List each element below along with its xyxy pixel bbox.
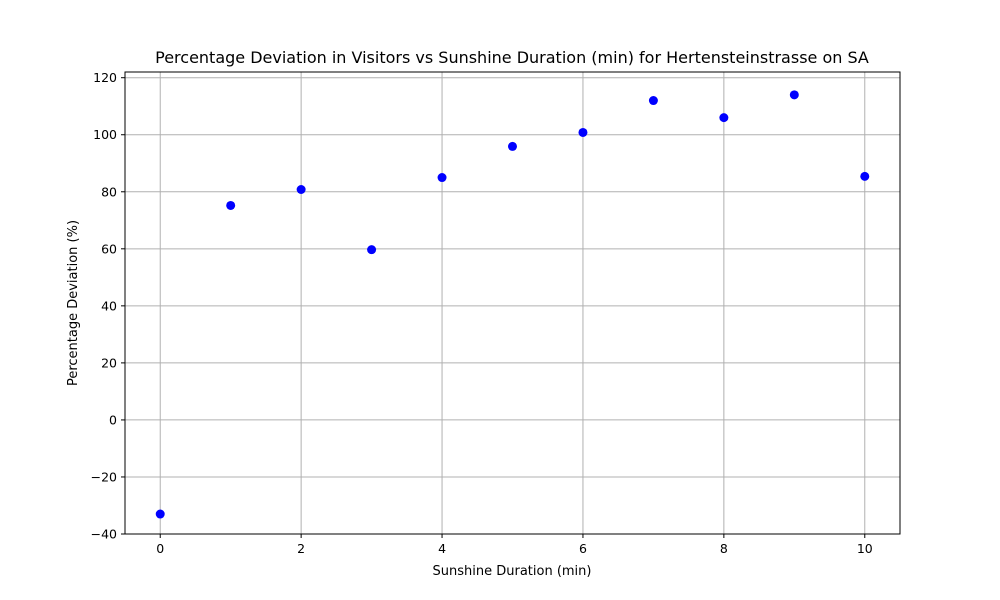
- x-tick-label: 6: [579, 541, 587, 556]
- x-axis-ticks: 0 2 4 6 8 10: [156, 534, 873, 556]
- data-point: [860, 171, 870, 181]
- y-axis-label: Percentage Deviation (%): [66, 220, 81, 386]
- data-point: [578, 127, 588, 137]
- data-point: [789, 90, 799, 100]
- x-tick-label: 10: [857, 541, 873, 556]
- y-axis-ticks: −40 −20 0 20 40 60 80 100 120: [91, 70, 125, 542]
- data-point: [508, 141, 517, 151]
- y-tick-label: −40: [91, 527, 117, 542]
- y-tick-label: 0: [109, 412, 117, 427]
- data-points: [155, 90, 870, 519]
- data-point: [226, 200, 236, 210]
- y-tick-label: 60: [101, 241, 117, 256]
- x-tick-label: 2: [297, 541, 305, 556]
- x-tick-label: 4: [438, 541, 446, 556]
- data-point: [719, 113, 729, 123]
- y-tick-label: 120: [93, 70, 117, 85]
- data-point: [296, 184, 306, 194]
- y-tick-label: 40: [101, 298, 117, 313]
- y-tick-label: 20: [101, 355, 117, 370]
- data-point: [367, 245, 377, 255]
- y-tick-label: −20: [91, 469, 117, 484]
- x-axis-label: Sunshine Duration (min): [433, 564, 592, 579]
- grid-lines: [125, 72, 900, 535]
- x-tick-label: 8: [720, 541, 728, 556]
- chart-title: Percentage Deviation in Visitors vs Suns…: [155, 48, 869, 67]
- data-point: [437, 173, 447, 183]
- x-tick-label: 0: [156, 541, 164, 556]
- plot-frame: [124, 71, 901, 535]
- y-tick-label: 80: [101, 184, 117, 199]
- y-tick-label: 100: [93, 127, 117, 142]
- data-point: [155, 509, 165, 519]
- data-point: [648, 96, 658, 106]
